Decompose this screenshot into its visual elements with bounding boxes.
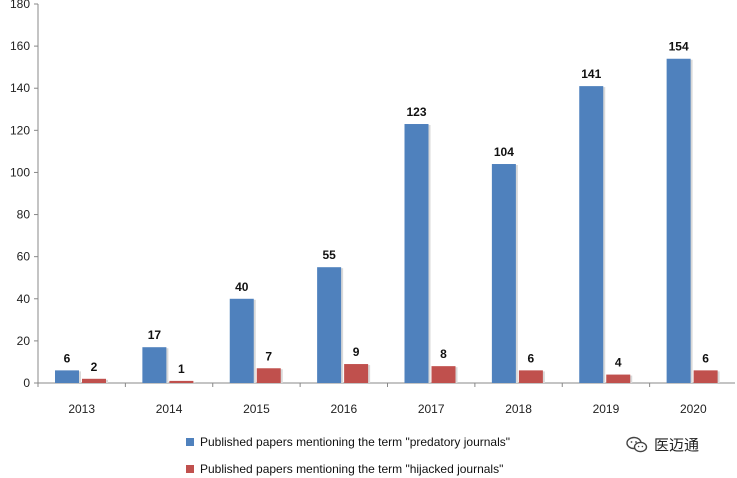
legend-swatch-predatory — [186, 438, 194, 446]
data-label-hijacked-2019: 4 — [615, 356, 622, 370]
data-label-predatory-2014: 17 — [148, 328, 162, 342]
bar-predatory-2020 — [666, 58, 691, 383]
bar-predatory-2016 — [317, 267, 342, 383]
watermark-text: 医迈通 — [654, 436, 700, 454]
x-tick-label: 2018 — [505, 402, 532, 416]
x-tick-label: 2015 — [243, 402, 270, 416]
data-label-predatory-2015: 40 — [235, 280, 249, 294]
data-label-hijacked-2016: 9 — [353, 345, 360, 359]
data-label-hijacked-2017: 8 — [440, 347, 447, 361]
bar-hijacked-2015 — [256, 368, 281, 383]
y-tick-label: 40 — [17, 292, 31, 306]
y-tick-label: 160 — [10, 39, 30, 53]
bar-hijacked-2014 — [169, 380, 194, 383]
legend-label-hijacked: Published papers mentioning the term "hi… — [200, 462, 503, 476]
data-label-predatory-2018: 104 — [494, 145, 514, 159]
y-tick-label: 120 — [10, 123, 30, 137]
bar-hijacked-2018 — [518, 370, 543, 383]
x-tick-label: 2017 — [418, 402, 445, 416]
data-label-predatory-2019: 141 — [581, 67, 601, 81]
bar-predatory-2015 — [229, 298, 254, 383]
bar-hijacked-2020 — [693, 370, 718, 383]
y-axis-ticks: 0 20 40 60 80 100 120 140 160 180 — [10, 0, 38, 390]
bar-predatory-2019 — [579, 86, 604, 383]
x-tick-label: 2019 — [593, 402, 620, 416]
y-tick-label: 60 — [17, 250, 31, 264]
bar-predatory-2014 — [142, 347, 167, 383]
data-label-hijacked-2013: 2 — [91, 360, 98, 374]
bar-hijacked-2013 — [82, 378, 106, 383]
data-label-predatory-2016: 55 — [322, 248, 336, 262]
bar-hijacked-2016 — [344, 364, 369, 383]
data-label-predatory-2013: 6 — [64, 351, 71, 365]
chart-axes — [37, 4, 735, 384]
x-axis-ticks: 2013 2014 2015 2016 2017 2018 2019 2020 — [37, 383, 707, 416]
watermark: 医迈通 — [626, 434, 699, 455]
bar-predatory-2013 — [55, 370, 79, 383]
data-label-predatory-2020: 154 — [669, 40, 689, 54]
y-tick-label: 140 — [10, 81, 30, 95]
legend-swatch-hijacked — [186, 465, 194, 473]
y-tick-label: 180 — [10, 0, 30, 11]
chart-legend: Published papers mentioning the term "pr… — [186, 435, 510, 476]
y-tick-label: 20 — [17, 334, 31, 348]
y-tick-label: 0 — [23, 376, 30, 390]
bar-predatory-2017 — [404, 124, 429, 384]
bar-predatory-2018 — [491, 164, 516, 383]
y-tick-label: 80 — [17, 208, 31, 222]
bar-hijacked-2017 — [431, 366, 456, 383]
x-tick-label: 2013 — [68, 402, 95, 416]
y-tick-label: 100 — [10, 165, 30, 179]
legend-label-predatory: Published papers mentioning the term "pr… — [200, 435, 510, 449]
data-label-hijacked-2018: 6 — [528, 351, 535, 365]
data-label-predatory-2017: 123 — [406, 105, 426, 119]
data-label-hijacked-2015: 7 — [265, 349, 272, 363]
x-tick-label: 2016 — [330, 402, 357, 416]
data-label-hijacked-2014: 1 — [178, 362, 185, 376]
x-tick-label: 2020 — [680, 402, 707, 416]
wechat-logo-icon — [626, 436, 648, 452]
data-label-hijacked-2020: 6 — [702, 351, 709, 365]
bar-hijacked-2019 — [606, 374, 631, 383]
x-tick-label: 2014 — [156, 402, 183, 416]
chart-bars: 6 2 17 1 40 7 55 9 123 8 104 6 141 4 154 6 — [55, 40, 720, 384]
